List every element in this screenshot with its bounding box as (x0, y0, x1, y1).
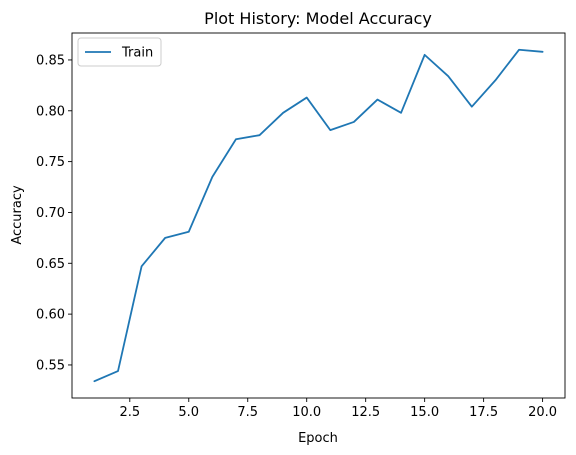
x-tick-label: 7.5 (237, 405, 258, 420)
legend: Train (77, 37, 162, 67)
y-tick-label: 0.60 (36, 308, 65, 323)
plot-frame (71, 32, 566, 399)
y-tick-label: 0.85 (36, 53, 65, 68)
chart-title: Plot History: Model Accuracy (204, 9, 432, 28)
x-tick-label: 2.5 (119, 405, 140, 420)
legend-box (77, 37, 162, 67)
x-tick-label: 10.0 (292, 405, 321, 420)
y-tick-label: 0.80 (36, 104, 65, 119)
y-tick-label: 0.70 (36, 206, 65, 221)
x-tick-label: 12.5 (351, 405, 380, 420)
x-tick-label: 5.0 (178, 405, 199, 420)
y-axis-label: Accuracy (10, 185, 25, 245)
legend-label-train: Train (121, 46, 153, 61)
y-axis: 0.55 0.60 0.65 0.70 0.75 0.80 0.85 (36, 53, 72, 373)
y-tick-label: 0.55 (36, 358, 65, 373)
x-tick-label: 17.5 (469, 405, 498, 420)
x-tick-label: 20.0 (528, 405, 557, 420)
y-tick-label: 0.75 (36, 155, 65, 170)
y-tick-label: 0.65 (36, 257, 65, 272)
series-line-train (93, 48, 544, 383)
x-axis: 2.5 5.0 7.5 10.0 12.5 15.0 17.5 20.0 (119, 398, 557, 420)
x-axis-label: Epoch (298, 431, 338, 446)
x-tick-label: 15.0 (410, 405, 439, 420)
